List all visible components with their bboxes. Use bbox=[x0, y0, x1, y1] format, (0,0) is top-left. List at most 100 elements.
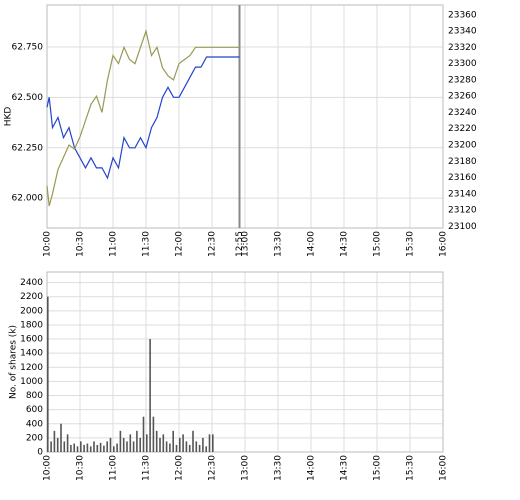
y2-tick-label: 23200 bbox=[448, 140, 477, 150]
volume-bar bbox=[155, 430, 158, 452]
y-tick-label: 400 bbox=[26, 419, 43, 429]
y-tick-label: 62.500 bbox=[12, 93, 44, 103]
volume-bar bbox=[116, 443, 118, 452]
volume-bar bbox=[212, 434, 214, 452]
x-tick-label: 10:30 bbox=[76, 231, 86, 257]
volume-bar bbox=[83, 444, 85, 452]
volume-bar bbox=[146, 434, 148, 452]
y2-tick-label: 23120 bbox=[448, 206, 477, 216]
y2-tick-label: 23220 bbox=[448, 124, 477, 134]
volume-bar bbox=[109, 437, 112, 452]
y-tick-label: 62.250 bbox=[12, 143, 44, 153]
y-tick-label: 1800 bbox=[20, 320, 43, 330]
y-tick-label: 600 bbox=[26, 405, 43, 415]
x-tick-label: 11:30 bbox=[142, 231, 152, 257]
volume-bar bbox=[172, 430, 174, 452]
volume-bar bbox=[152, 416, 155, 452]
plot-frame bbox=[46, 4, 444, 229]
y2-tick-label: 23160 bbox=[448, 173, 477, 183]
volume-bar bbox=[195, 441, 198, 452]
volume-bar bbox=[139, 437, 141, 452]
y2-tick-label: 23300 bbox=[448, 59, 477, 69]
x-tick-label: 14:00 bbox=[307, 455, 317, 481]
x-tick-label: 13:30 bbox=[274, 231, 284, 257]
y-tick-label: 800 bbox=[26, 391, 43, 401]
x-tick-label: 11:00 bbox=[109, 231, 119, 257]
volume-bar bbox=[47, 296, 49, 452]
volume-bar bbox=[136, 430, 138, 452]
volume-bar bbox=[208, 434, 211, 452]
price-line bbox=[46, 56, 240, 180]
volume-bar bbox=[179, 437, 181, 452]
x-tick-label: 15:00 bbox=[373, 231, 383, 257]
volume-bar bbox=[56, 437, 59, 452]
x-tick-label: 12:30 bbox=[208, 231, 218, 257]
volume-bar bbox=[202, 437, 204, 452]
y-tick-label: 1400 bbox=[20, 349, 43, 359]
volume-bar bbox=[142, 416, 145, 452]
y2-tick-label: 23280 bbox=[448, 75, 477, 85]
volume-bar bbox=[53, 430, 56, 452]
x-tick-label: 11:00 bbox=[109, 455, 119, 481]
volume-bar bbox=[93, 441, 95, 452]
volume-bar bbox=[175, 444, 178, 452]
volume-bar bbox=[132, 441, 135, 452]
volume-bar bbox=[205, 446, 207, 452]
x-tick-label: 13:00 bbox=[241, 455, 251, 481]
y-tick-label: 62.750 bbox=[12, 42, 44, 52]
x-tick-label: 12:00 bbox=[175, 231, 185, 257]
x-tick-label: 10:00 bbox=[43, 455, 53, 481]
y-tick-label: 1200 bbox=[20, 363, 43, 373]
y-tick-label: 2400 bbox=[20, 278, 43, 288]
y-axis-title: HKD bbox=[4, 107, 14, 127]
x-tick-label: 11:30 bbox=[142, 455, 152, 481]
y-tick-label: 2000 bbox=[20, 306, 43, 316]
y2-tick-label: 23180 bbox=[448, 157, 477, 167]
x-tick-label: 14:30 bbox=[340, 455, 350, 481]
volume-bar bbox=[188, 444, 191, 452]
x-tick-label: 12:55 bbox=[235, 231, 245, 257]
y-tick-label: 200 bbox=[26, 433, 43, 443]
y2-tick-label: 23340 bbox=[448, 27, 477, 37]
volume-bar bbox=[198, 444, 201, 452]
x-tick-label: 16:00 bbox=[439, 455, 449, 481]
volume-bar bbox=[66, 434, 69, 452]
volume-bar bbox=[182, 434, 184, 452]
volume-bar bbox=[73, 443, 75, 452]
volume-bar bbox=[129, 434, 132, 452]
y2-tick-label: 23360 bbox=[448, 10, 477, 20]
volume-bar bbox=[80, 441, 82, 452]
y-tick-label: 0 bbox=[37, 448, 43, 458]
x-tick-label: 14:00 bbox=[307, 231, 317, 257]
x-tick-label: 12:00 bbox=[175, 455, 185, 481]
volume-bar bbox=[165, 441, 168, 452]
y2-tick-label: 23140 bbox=[448, 189, 477, 199]
y2-tick-label: 23100 bbox=[448, 222, 477, 232]
y-tick-label: 1000 bbox=[20, 377, 43, 387]
volume-bar bbox=[76, 446, 79, 452]
y2-tick-label: 23260 bbox=[448, 92, 477, 102]
y-axis-title: No. of shares (k) bbox=[9, 325, 19, 399]
x-tick-label: 10:30 bbox=[76, 455, 86, 481]
volume-bar bbox=[119, 430, 122, 452]
volume-bar bbox=[149, 339, 151, 452]
x-tick-label: 12:30 bbox=[208, 455, 218, 481]
y2-tick-label: 23240 bbox=[448, 108, 477, 118]
x-tick-label: 15:00 bbox=[373, 455, 383, 481]
volume-bar bbox=[159, 437, 161, 452]
x-tick-label: 15:30 bbox=[406, 231, 416, 257]
y2-tick-label: 23320 bbox=[448, 43, 477, 53]
x-tick-label: 13:00 bbox=[241, 231, 251, 257]
x-tick-label: 16:00 bbox=[439, 231, 449, 257]
volume-bar bbox=[126, 441, 128, 452]
volume-bar bbox=[63, 441, 66, 452]
x-tick-label: 14:30 bbox=[340, 231, 350, 257]
volume-bar bbox=[113, 446, 115, 452]
y-tick-label: 62.000 bbox=[12, 194, 44, 204]
x-tick-label: 15:30 bbox=[406, 455, 416, 481]
volume-bar bbox=[162, 434, 165, 452]
volume-bar bbox=[106, 441, 108, 452]
y-tick-label: 2200 bbox=[20, 292, 43, 302]
volume-bar bbox=[192, 430, 194, 452]
